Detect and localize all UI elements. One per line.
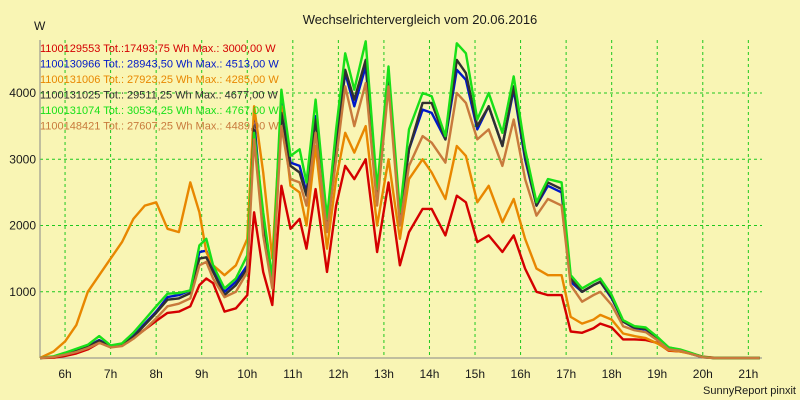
x-tick-label: 16h — [511, 367, 531, 381]
x-tick-label: 9h — [195, 367, 208, 381]
y-tick-label: 4000 — [9, 86, 36, 100]
x-tick-label: 19h — [647, 367, 667, 381]
legend-entry-1100129553: 1100129553 Tot.:17493,75 Wh Max.: 3000,0… — [40, 43, 276, 55]
series-line-1100148421 — [39, 81, 760, 360]
x-tick-label: 11h — [283, 367, 302, 381]
grid — [40, 40, 762, 358]
x-tick-label: 7h — [104, 367, 117, 381]
x-tick-label: 17h — [556, 367, 576, 381]
y-tick-label: 3000 — [9, 152, 36, 166]
footer-credit: SunnyReport pinxit — [703, 385, 796, 397]
x-tick-label: 21h — [738, 367, 758, 381]
legend-entry-1100131025: 1100131025 Tot.: 29511,25 Wh Max.: 4677,… — [40, 90, 279, 102]
legend-entry-1100131006: 1100131006 Tot.: 27923,25 Wh Max.: 4285,… — [40, 74, 279, 86]
legend-entry-1100131074: 1100131074 Tot.: 30534,25 Wh Max.: 4767,… — [40, 105, 279, 117]
legend: 1100129553 Tot.:17493,75 Wh Max.: 3000,0… — [40, 43, 279, 133]
x-tick-label: 12h — [328, 367, 348, 381]
series-line-1100129553 — [39, 158, 760, 360]
series-lines — [39, 40, 760, 360]
x-tick-label: 8h — [149, 367, 162, 381]
series-line-1100131006 — [39, 105, 760, 360]
x-tick-label: 6h — [58, 367, 71, 381]
x-tick-label: 13h — [374, 367, 394, 381]
axes: 1000 2000 3000 4000 6h 7h 8h 9h 10h 11h 12h 13h 14h 1… — [9, 40, 762, 381]
y-axis-label: W — [34, 19, 46, 33]
x-tick-label: 15h — [465, 367, 485, 381]
legend-entry-1100130966: 1100130966 Tot.: 28943,50 Wh Max.: 4513,… — [40, 59, 279, 71]
legend-entry-1100148421: 1100148421 Tot.: 27607,25 Wh Max.: 4489,… — [40, 121, 279, 133]
x-tick-label: 14h — [419, 367, 439, 381]
y-tick-label: 1000 — [9, 285, 36, 299]
series-line-1100131074 — [39, 40, 760, 360]
y-tick-label: 2000 — [9, 219, 36, 233]
x-tick-label: 18h — [602, 367, 622, 381]
chart-title: Wechselrichtervergleich vom 20.06.2016 — [303, 12, 538, 27]
x-tick-label: 20h — [693, 367, 713, 381]
x-tick-label: 10h — [237, 367, 257, 381]
